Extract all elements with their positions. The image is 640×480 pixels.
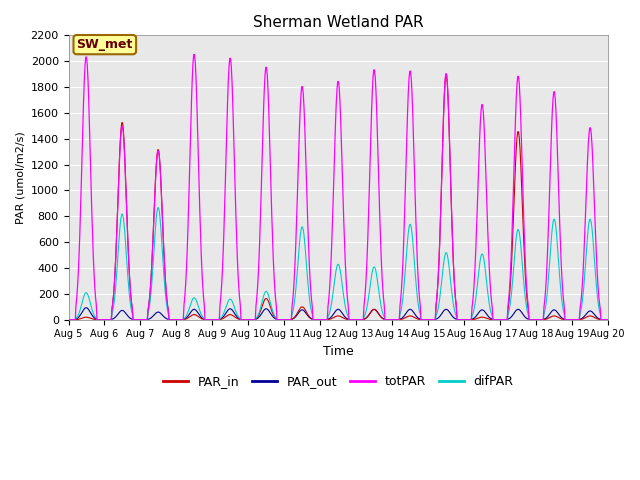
Y-axis label: PAR (umol/m2/s): PAR (umol/m2/s) bbox=[15, 131, 25, 224]
X-axis label: Time: Time bbox=[323, 345, 353, 358]
Text: SW_met: SW_met bbox=[77, 38, 133, 51]
Legend: PAR_in, PAR_out, totPAR, difPAR: PAR_in, PAR_out, totPAR, difPAR bbox=[157, 370, 518, 393]
Title: Sherman Wetland PAR: Sherman Wetland PAR bbox=[253, 15, 424, 30]
